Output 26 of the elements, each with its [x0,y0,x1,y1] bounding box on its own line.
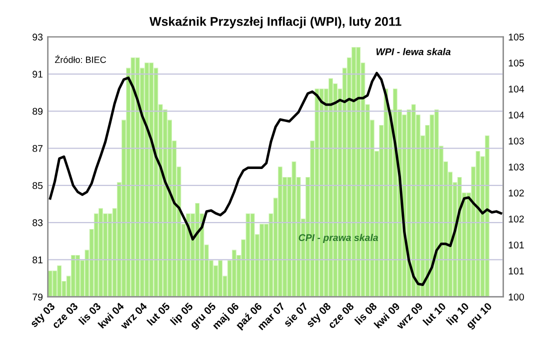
series-label: WPI - lewa skala [376,48,451,56]
y2-tick-label: 101 [508,242,524,248]
y-tick-label: 89 [32,108,43,115]
x-tick-label: lut 05 [146,302,170,326]
y-tick-label: 83 [32,219,43,226]
y2-tick-label: 102 [508,216,524,222]
y2-tick-label: 105 [508,34,524,41]
x-tick-label: lut 10 [422,302,446,326]
y2-tick-label: 104 [508,86,524,92]
line-series [48,72,502,286]
annotation: Źródło: BIEC [54,55,106,63]
y2-tick-label: 104 [508,112,524,118]
y-tick-label: 85 [32,182,43,190]
y-tick-label: 93 [32,34,43,41]
y2-tick-label: 100 [508,294,524,300]
y-tick-label: 81 [32,256,43,264]
y-tick-label: 91 [32,70,43,78]
y2-tick-label: 103 [508,138,524,144]
y-tick-label: 79 [32,294,43,300]
x-tick-label: sie 07 [282,302,308,328]
y2-tick-label: 103 [508,164,524,170]
y2-tick-label: 102 [508,190,524,196]
chart-title: Wskaźnik Przyszłej Inflacji (WPI), luty 2011 [149,16,402,28]
y-tick-label: 87 [32,145,42,152]
y2-tick-label: 105 [508,60,524,66]
y2-tick-label: 101 [508,268,524,274]
